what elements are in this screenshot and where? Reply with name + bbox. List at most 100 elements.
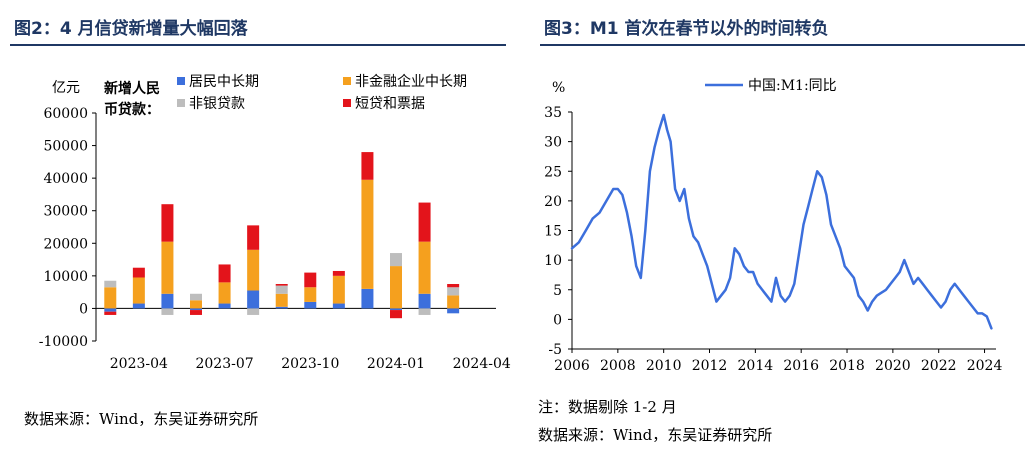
legend-label: 中国:M1:同比 [748, 78, 837, 94]
bar-segment [247, 225, 260, 250]
bar-segment [247, 308, 260, 315]
stacked-bar-chart: 亿元 -10000 0 10000 20000 30000 40000 50000 60000 2… [39, 73, 511, 372]
y-tick-label: 30 [544, 135, 562, 151]
x-tick-label: 2008 [600, 358, 636, 374]
legend-label: 短贷和票据 [355, 96, 425, 112]
x-tick-label: 2024-04 [453, 356, 511, 372]
bar-segment [190, 310, 202, 315]
left-source: 数据来源：Wind，东吴证券研究所 [24, 410, 259, 428]
legend-swatch [343, 77, 351, 85]
bar-segment [218, 264, 231, 283]
bar-segment [361, 179, 374, 289]
x-tick-label: 2023-04 [110, 356, 168, 372]
legend-swatch [177, 77, 185, 85]
left-figure-title: 图2：4 月信贷新增量大幅回落 [14, 19, 248, 39]
x-tick-label: 2010 [646, 358, 682, 374]
y-tick-label: 40000 [43, 171, 88, 187]
y-tick-label: 20000 [43, 236, 88, 252]
bar-segment [104, 311, 117, 315]
bar-segment [361, 152, 374, 180]
bar-segment [332, 303, 345, 309]
x-tick-label: 2023-07 [195, 356, 253, 372]
x-tick-label: 2012 [692, 358, 728, 374]
bar-segment [447, 295, 460, 309]
bar-segment [132, 277, 145, 304]
bar-segment [104, 308, 117, 312]
bar-segment [304, 272, 317, 288]
bar-segment [304, 287, 317, 302]
bar-segment [390, 308, 402, 311]
right-figure: 图3：M1 首次在春节以外的时间转负 % -5 0 5 10 15 20 25 30 35 2006… [530, 0, 1031, 452]
bar-segment [161, 308, 174, 315]
y-axis-label: 亿元 [52, 80, 80, 96]
bar-segment [247, 249, 260, 291]
bar-segment [218, 303, 231, 309]
bar-segment [218, 282, 231, 304]
bar-segment [304, 301, 317, 309]
x-tick-label: 2018 [829, 358, 865, 374]
y-tick-label: -5 [548, 342, 562, 358]
legend-label: 非银贷款 [189, 96, 245, 112]
bar-segment [132, 303, 145, 309]
y-tick-label: 5 [553, 283, 562, 299]
bar-segment [104, 280, 117, 288]
bar-segment [190, 293, 202, 301]
y-tick-label: 30000 [43, 204, 88, 220]
bar-segment [418, 308, 431, 315]
bar-segment [275, 285, 288, 294]
bar-segment [161, 293, 174, 309]
right-note: 注：数据剔除 1-2 月 [538, 398, 677, 416]
x-tick-label: 2006 [554, 358, 590, 374]
right-figure-title: 图3：M1 首次在春节以外的时间转负 [544, 19, 829, 39]
y-tick-label: 50000 [43, 139, 88, 155]
y-tick-label: 35 [544, 105, 562, 121]
right-title-rule [540, 44, 1025, 46]
series-line [570, 113, 993, 330]
bar-segment [418, 293, 431, 309]
bar-segment [361, 288, 374, 309]
bar-segment [161, 241, 174, 294]
line-chart: % -5 0 5 10 15 20 25 30 35 2006 2008 2010 2012 2014 201… [544, 78, 1003, 374]
bar-segment [390, 253, 402, 267]
legend-swatch [177, 99, 185, 107]
x-tick-label: 2020 [875, 358, 911, 374]
x-tick-label: 2022 [921, 358, 957, 374]
legend-swatch [343, 99, 351, 107]
bar-segment [447, 284, 460, 288]
bar-segment [418, 241, 431, 294]
left-title-rule [10, 44, 506, 46]
bar-segment [390, 266, 402, 309]
legend-label: 非金融企业中长期 [355, 73, 467, 90]
bar-segment [275, 306, 288, 309]
y-tick-label: 10 [544, 253, 562, 269]
bar-segment [275, 284, 288, 286]
y-axis-label: % [552, 80, 565, 96]
x-tick-label: 2024 [967, 358, 1003, 374]
bar-segment [247, 290, 260, 309]
x-tick-label: 2016 [783, 358, 819, 374]
x-tick-label: 2014 [738, 358, 774, 374]
legend-label: 居民中长期 [189, 74, 259, 90]
bar-segment [132, 267, 145, 278]
legend-title-line2: 币贷款： [104, 101, 160, 118]
bar-segment [104, 287, 117, 309]
bar-segment [447, 287, 460, 296]
bar-segment [332, 270, 345, 276]
right-source: 数据来源：Wind，东吴证券研究所 [538, 426, 773, 444]
bar-segment [161, 204, 174, 242]
y-tick-label: 60000 [43, 106, 88, 122]
y-tick-label: -10000 [39, 334, 88, 350]
y-tick-label: 0 [553, 312, 562, 328]
y-tick-label: 15 [544, 224, 562, 240]
y-tick-label: 10000 [43, 269, 88, 285]
bar-segment [275, 293, 288, 307]
bar-segment [190, 300, 202, 309]
bar-segment [447, 308, 460, 314]
bar-segment [332, 275, 345, 304]
x-tick-label: 2024-01 [367, 356, 425, 372]
left-figure: 图2：4 月信贷新增量大幅回落 亿元 -10000 0 10000 20000 30000… [0, 0, 512, 452]
legend-title-line1: 新增人民 [104, 80, 160, 97]
x-tick-label: 2023-10 [281, 356, 339, 372]
bar-segment [390, 310, 402, 319]
y-tick-label: 25 [544, 164, 562, 180]
